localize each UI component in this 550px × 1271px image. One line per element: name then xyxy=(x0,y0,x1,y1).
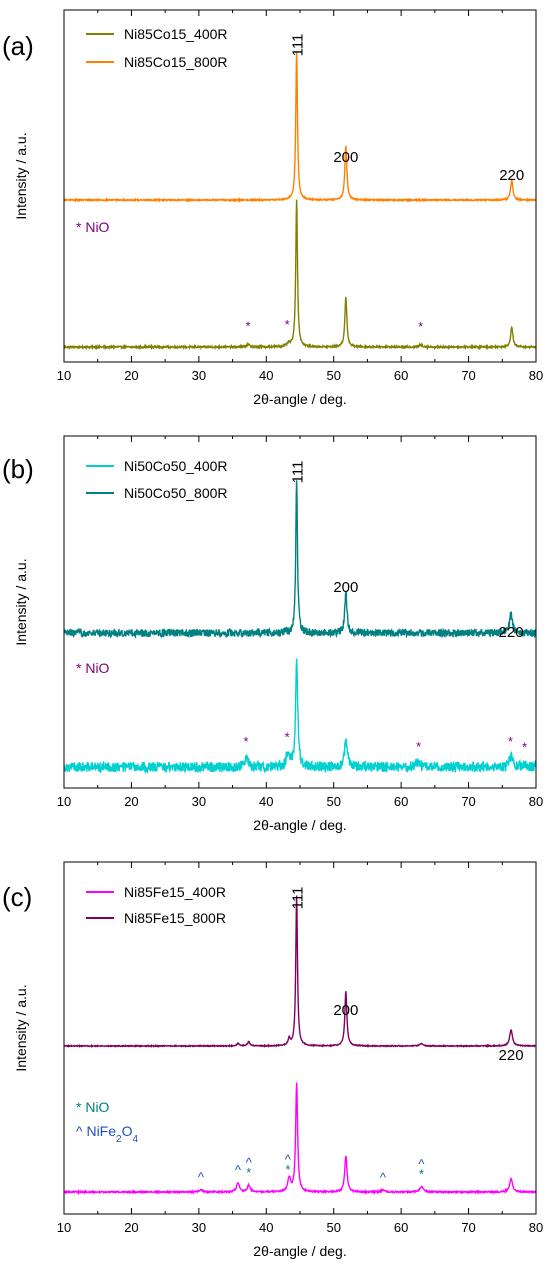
peak-label: 220 xyxy=(499,624,524,641)
panel-label: (b) xyxy=(2,454,34,484)
nife2o4-marker: ^ xyxy=(246,1155,253,1170)
legend-entry: Ni50Co50_800R xyxy=(124,485,228,501)
panel-1: 10 20 30 40 50 60 70 80 2θ-angle / deg. Intensity… xyxy=(2,9,543,407)
x-tick-label: 60 xyxy=(394,1220,408,1235)
y-axis-label: Intensity / a.u. xyxy=(13,558,29,645)
x-tick-label: 10 xyxy=(57,1220,71,1235)
x-tick-label: 80 xyxy=(529,794,543,809)
nio-marker: * xyxy=(285,730,290,745)
nio-marker: * xyxy=(246,1165,251,1180)
x-tick-label: 30 xyxy=(192,1220,206,1235)
x-tick-label: 70 xyxy=(461,794,475,809)
marker-legend-note: ^ NiFe2O4 xyxy=(76,1123,138,1145)
x-tick-label: 50 xyxy=(326,1220,340,1235)
nife2o4-marker: ^ xyxy=(285,1152,292,1167)
marker-legend-note: * NiO xyxy=(76,219,110,235)
peak-label: 220 xyxy=(499,1047,524,1064)
peak-label: 111 xyxy=(290,461,307,484)
peak-label: 200 xyxy=(333,579,358,596)
panel-label: (a) xyxy=(2,31,34,61)
legend-entry: Ni85Fe15_400R xyxy=(124,884,226,900)
nife2o4-marker: ^ xyxy=(380,1170,387,1185)
legend-entry: Ni85Fe15_800R xyxy=(124,910,226,926)
x-tick-label: 40 xyxy=(259,368,273,383)
series-line-1 xyxy=(63,1082,537,1196)
panel-3: 10 20 30 40 50 60 70 80 2θ-angle / deg. Intensity… xyxy=(2,861,543,1259)
x-tick-label: 20 xyxy=(124,368,138,383)
marker-legend-note: * NiO xyxy=(76,1099,110,1115)
series-line-2 xyxy=(63,51,537,203)
x-tick-label: 60 xyxy=(394,794,408,809)
x-tick-label: 30 xyxy=(192,368,206,383)
y-axis-label: Intensity / a.u. xyxy=(13,132,29,219)
nio-marker: * xyxy=(416,739,421,754)
panel-2: 10 20 30 40 50 60 70 80 2θ-angle / deg. Intensity… xyxy=(2,435,543,833)
y-axis-label: Intensity / a.u. xyxy=(13,984,29,1071)
nio-marker: * xyxy=(522,740,527,755)
x-tick-label: 50 xyxy=(326,368,340,383)
panel-label: (c) xyxy=(2,882,32,912)
x-axis-label: 2θ-angle / deg. xyxy=(253,1243,346,1259)
nio-marker: * xyxy=(419,1167,424,1182)
x-tick-label: 40 xyxy=(259,1220,273,1235)
legend-entry: Ni50Co50_400R xyxy=(124,458,228,474)
peak-label: 200 xyxy=(333,1002,358,1019)
x-tick-label: 50 xyxy=(326,794,340,809)
x-tick-label: 80 xyxy=(529,368,543,383)
x-axis-label: 2θ-angle / deg. xyxy=(253,817,346,833)
x-tick-label: 40 xyxy=(259,794,273,809)
marker-legend-note: * NiO xyxy=(76,660,110,676)
peak-label: 111 xyxy=(290,34,307,57)
series-line-1 xyxy=(63,658,537,775)
x-tick-label: 80 xyxy=(529,1220,543,1235)
nio-marker: * xyxy=(285,317,290,332)
series-line-2 xyxy=(63,895,537,1049)
x-tick-label: 20 xyxy=(124,794,138,809)
x-tick-label: 70 xyxy=(461,368,475,383)
legend-entry: Ni85Co15_800R xyxy=(124,54,228,70)
nio-marker: * xyxy=(285,1162,290,1177)
peak-label: 200 xyxy=(333,149,358,166)
nio-marker: * xyxy=(418,319,423,334)
nio-marker: * xyxy=(246,318,251,333)
x-axis-label: 2θ-angle / deg. xyxy=(253,391,346,407)
x-tick-label: 30 xyxy=(192,794,206,809)
peak-label: 220 xyxy=(499,167,524,184)
series-line-2 xyxy=(63,480,537,639)
nife2o4-marker: ^ xyxy=(235,1163,242,1178)
legend-entry: Ni85Co15_400R xyxy=(124,26,228,42)
x-tick-label: 70 xyxy=(461,1220,475,1235)
x-tick-label: 10 xyxy=(57,368,71,383)
x-tick-label: 60 xyxy=(394,368,408,383)
series-line-1 xyxy=(63,199,537,351)
nife2o4-marker: ^ xyxy=(198,1170,205,1185)
peak-label: 111 xyxy=(290,887,307,910)
nife2o4-marker: ^ xyxy=(418,1157,425,1172)
nio-marker: * xyxy=(244,734,249,749)
x-tick-label: 20 xyxy=(124,1220,138,1235)
x-tick-label: 10 xyxy=(57,794,71,809)
nio-marker: * xyxy=(508,734,513,749)
